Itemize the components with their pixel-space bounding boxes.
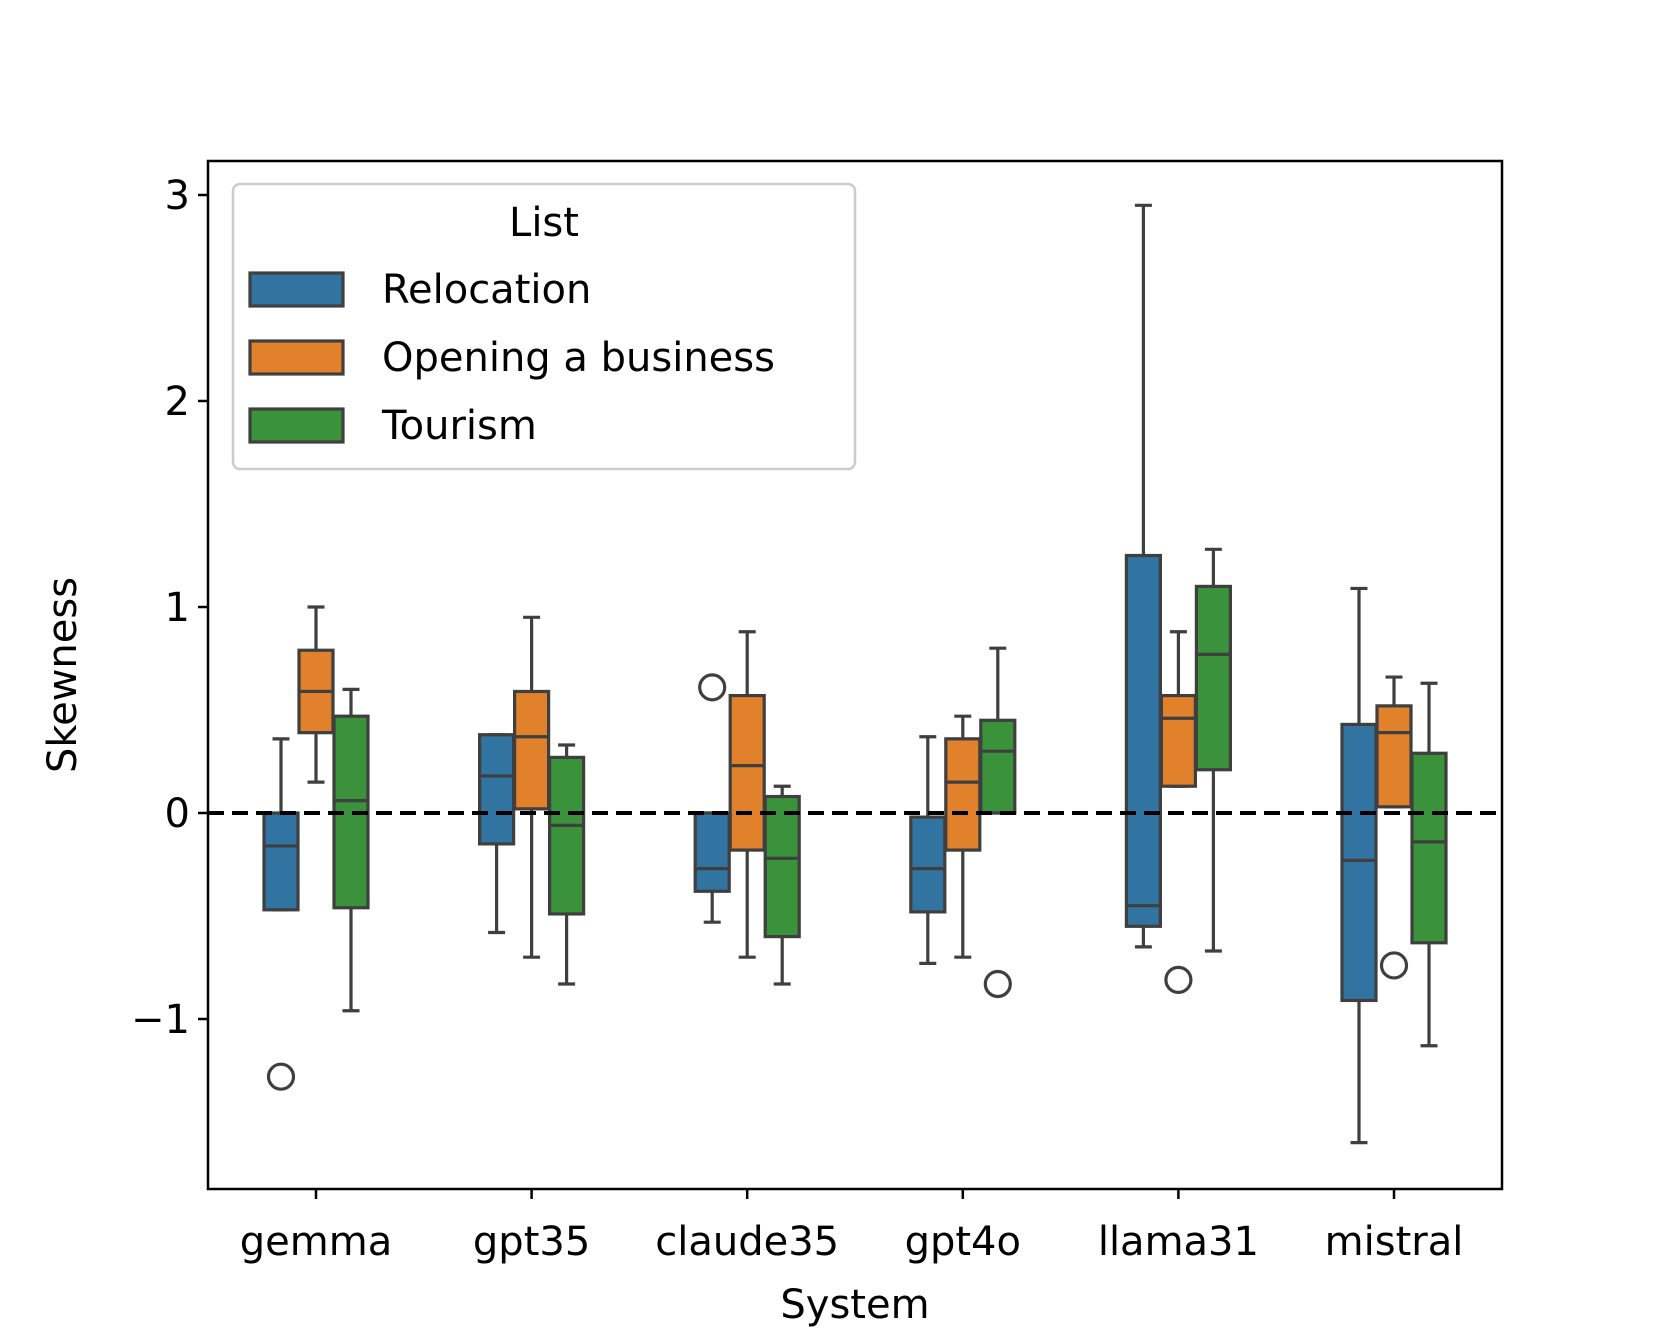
box-iqr <box>979 718 1017 815</box>
box-iqr <box>547 755 586 916</box>
x-tick-label: llama31 <box>1098 1219 1259 1265</box>
box-iqr <box>693 811 731 893</box>
box-tourism-mistral <box>1410 681 1448 1048</box>
y-tick-label: 3 <box>165 173 190 219</box>
box-relocation-claude35 <box>693 673 731 924</box>
box-opening-a-business-gpt4o <box>944 714 982 959</box>
x-tick-label: gemma <box>240 1219 392 1265</box>
box-relocation-llama31 <box>1124 203 1163 949</box>
outlier-point <box>698 673 727 702</box>
outlier-point <box>983 969 1012 999</box>
x-tick-label: gpt4o <box>905 1219 1021 1265</box>
x-axis-title: System <box>780 1282 929 1328</box>
legend-swatch <box>248 271 345 308</box>
legend-swatch <box>248 407 345 444</box>
box-iqr <box>512 689 551 811</box>
legend-label: Relocation <box>382 267 591 313</box>
outlier-point <box>1379 951 1409 980</box>
box-opening-a-business-gpt35 <box>512 615 551 959</box>
box-relocation-mistral <box>1340 586 1378 1145</box>
x-tick-label: mistral <box>1325 1219 1464 1265</box>
box-iqr <box>944 737 982 852</box>
box-iqr <box>1194 584 1233 772</box>
legend-swatch <box>248 339 345 376</box>
box-tourism-gpt4o <box>979 646 1017 999</box>
legend-frame <box>231 182 857 471</box>
box-iqr <box>478 733 516 846</box>
box-tourism-gemma <box>332 687 370 1013</box>
outlier-point <box>1164 965 1193 994</box>
plot-frame <box>206 159 1504 1191</box>
legend-label: Opening a business <box>382 335 775 381</box>
box-opening-a-business-llama31 <box>1159 630 1198 994</box>
y-tick-label: 2 <box>165 379 190 425</box>
box-iqr <box>1159 693 1198 788</box>
box-relocation-gpt4o <box>909 735 947 965</box>
box-relocation-gpt35 <box>478 733 516 935</box>
axes-group: −1 0 1 2 3 gemma gpt35 claude35 gpt4o llama31 mist… <box>131 159 1504 1265</box>
outlier-point <box>266 1062 296 1091</box>
box-iqr <box>262 811 300 912</box>
box-iqr <box>1124 553 1163 928</box>
box-opening-a-business-gemma <box>297 605 335 784</box>
y-tick-label: 0 <box>165 791 190 837</box>
box-iqr <box>728 693 766 852</box>
box-tourism-gpt35 <box>547 743 586 986</box>
y-tick-label: −1 <box>131 997 190 1043</box>
box-iqr <box>1410 751 1448 945</box>
box-iqr <box>909 815 947 914</box>
box-tourism-claude35 <box>763 784 801 986</box>
legend-label: Tourism <box>381 403 537 449</box>
box-iqr <box>1340 722 1378 1003</box>
x-tick-label: claude35 <box>655 1219 839 1265</box>
box-relocation-gemma <box>262 737 300 1091</box>
box-iqr <box>1375 704 1413 809</box>
box-iqr <box>763 794 801 939</box>
legend-title: List <box>509 200 579 246</box>
x-tick-label: gpt35 <box>473 1219 590 1265</box>
box-opening-a-business-mistral <box>1375 675 1413 980</box>
y-axis-title: Skewness <box>40 577 86 773</box>
box-opening-a-business-claude35 <box>728 630 766 959</box>
box-tourism-llama31 <box>1194 547 1233 953</box>
legend: List Relocation Opening a business Tourism <box>231 182 857 471</box>
y-tick-label: 1 <box>165 585 190 631</box>
